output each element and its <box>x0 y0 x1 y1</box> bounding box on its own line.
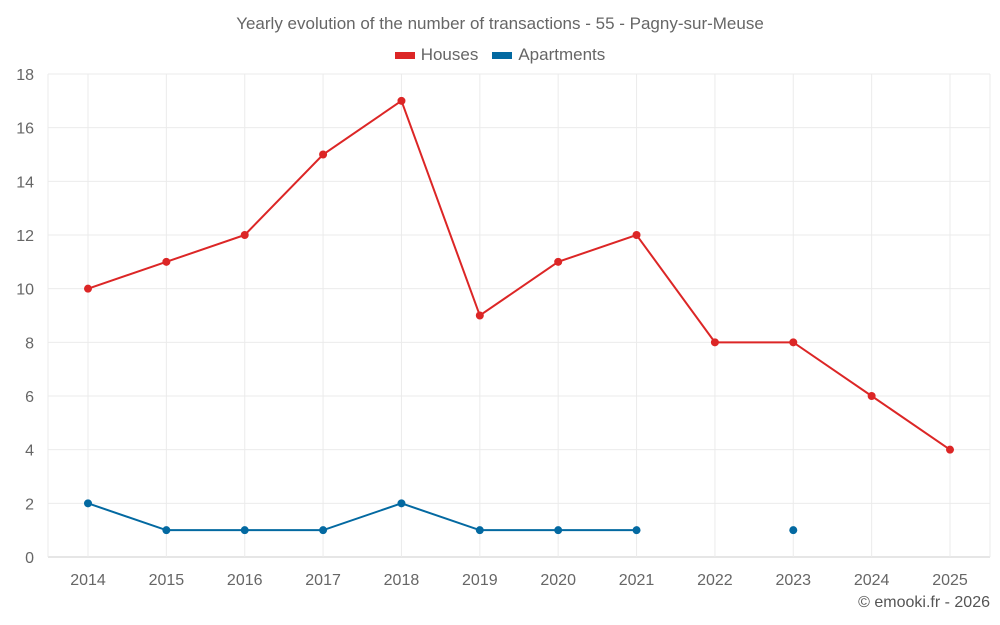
x-tick-label: 2015 <box>149 572 185 589</box>
data-point-houses <box>710 338 719 347</box>
x-tick-label: 2017 <box>305 572 341 589</box>
legend-item-houses[interactable]: Houses <box>394 45 479 65</box>
data-point-houses <box>867 392 876 400</box>
y-tick-label: 4 <box>25 443 34 460</box>
x-tick-label: 2025 <box>932 572 968 589</box>
y-tick-label: 14 <box>16 174 34 191</box>
series-line-apartments <box>87 502 637 532</box>
credit: © emooki.fr - 2026 <box>858 594 990 611</box>
data-point-houses <box>84 284 92 293</box>
y-tick-label: 18 <box>16 67 34 84</box>
x-tick-label: 2014 <box>70 572 106 589</box>
x-tick-label: 2021 <box>619 572 655 589</box>
x-tick-label: 2016 <box>227 572 263 589</box>
y-tick-label: 2 <box>25 496 34 513</box>
data-point-apartments <box>319 526 328 535</box>
x-tick-label: 2022 <box>697 572 733 589</box>
data-point-houses <box>632 231 641 239</box>
x-tick-label: 2020 <box>540 572 576 589</box>
y-tick-label: 16 <box>16 121 34 138</box>
data-point-apartments <box>397 499 406 508</box>
data-point-apartments <box>475 526 484 535</box>
x-tick-label: 2024 <box>854 572 890 589</box>
legend: Houses Apartments <box>0 45 1000 65</box>
data-point-houses <box>397 96 406 105</box>
data-point-apartments <box>554 526 563 535</box>
data-point-apartments <box>240 526 249 535</box>
y-tick-label: 12 <box>16 228 34 245</box>
x-tick-label: 2018 <box>384 572 420 589</box>
data-point-houses <box>162 257 171 266</box>
data-point-apartments <box>632 526 641 535</box>
data-point-houses <box>554 257 563 266</box>
legend-swatch-apartments <box>492 51 513 59</box>
data-point-apartments <box>162 526 171 535</box>
y-tick-label: 0 <box>25 550 34 567</box>
legend-label-apartments: Apartments <box>518 45 606 64</box>
data-point-houses <box>789 338 798 347</box>
data-point-houses <box>946 445 954 454</box>
x-tick-label: 2023 <box>775 572 811 589</box>
y-tick-label: 6 <box>25 389 34 406</box>
y-tick-label: 10 <box>16 282 34 299</box>
data-point-houses <box>475 311 484 320</box>
data-point-houses <box>240 231 249 239</box>
legend-item-apartments[interactable]: Apartments <box>492 45 605 65</box>
data-point-houses <box>319 150 328 159</box>
data-point-apartments <box>84 499 92 508</box>
legend-swatch-houses <box>394 51 415 59</box>
data-point-apartments <box>789 526 798 535</box>
series-line-houses <box>87 99 951 451</box>
x-tick-label: 2019 <box>462 572 498 589</box>
legend-label-houses: Houses <box>420 45 479 64</box>
chart-title: Yearly evolution of the number of transa… <box>236 14 764 33</box>
y-tick-label: 8 <box>25 335 34 352</box>
